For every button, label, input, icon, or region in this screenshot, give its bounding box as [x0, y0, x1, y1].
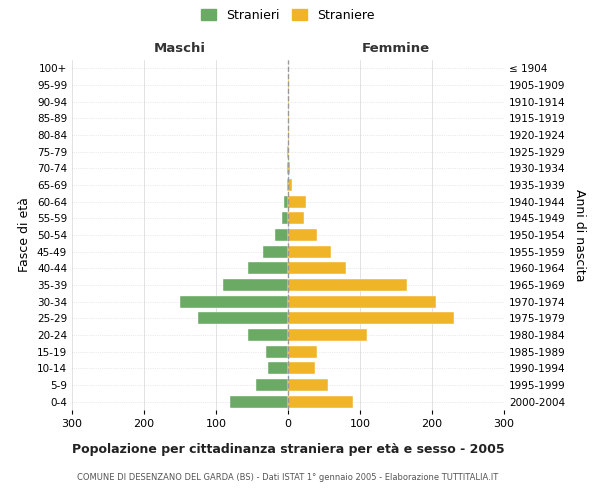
Text: COMUNE DI DESENZANO DEL GARDA (BS) - Dati ISTAT 1° gennaio 2005 - Elaborazione T: COMUNE DI DESENZANO DEL GARDA (BS) - Dat…: [77, 472, 499, 482]
Bar: [288, 346, 317, 358]
Bar: [268, 362, 288, 374]
Bar: [288, 262, 346, 274]
Bar: [288, 196, 306, 207]
Bar: [284, 196, 288, 207]
Bar: [256, 379, 288, 391]
Bar: [288, 146, 289, 158]
Bar: [263, 246, 288, 258]
Bar: [180, 296, 288, 308]
Bar: [288, 129, 289, 141]
Y-axis label: Fasce di età: Fasce di età: [19, 198, 31, 272]
Bar: [288, 329, 367, 341]
Text: Popolazione per cittadinanza straniera per età e sesso - 2005: Popolazione per cittadinanza straniera p…: [71, 442, 505, 456]
Bar: [266, 346, 288, 358]
Bar: [288, 246, 331, 258]
Bar: [288, 296, 436, 308]
Bar: [288, 112, 289, 124]
Bar: [288, 312, 454, 324]
Bar: [288, 179, 292, 191]
Bar: [288, 79, 289, 91]
Text: Maschi: Maschi: [154, 42, 206, 55]
Bar: [288, 279, 407, 291]
Text: Femmine: Femmine: [362, 42, 430, 55]
Bar: [288, 229, 317, 241]
Y-axis label: Anni di nascita: Anni di nascita: [572, 188, 586, 281]
Bar: [198, 312, 288, 324]
Legend: Stranieri, Straniere: Stranieri, Straniere: [199, 6, 377, 24]
Bar: [288, 212, 304, 224]
Bar: [287, 179, 288, 191]
Bar: [288, 162, 290, 174]
Bar: [288, 396, 353, 407]
Bar: [287, 162, 288, 174]
Bar: [223, 279, 288, 291]
Bar: [275, 229, 288, 241]
Bar: [248, 329, 288, 341]
Bar: [282, 212, 288, 224]
Bar: [288, 379, 328, 391]
Bar: [288, 362, 316, 374]
Bar: [248, 262, 288, 274]
Bar: [288, 96, 289, 108]
Bar: [287, 146, 288, 158]
Bar: [230, 396, 288, 407]
